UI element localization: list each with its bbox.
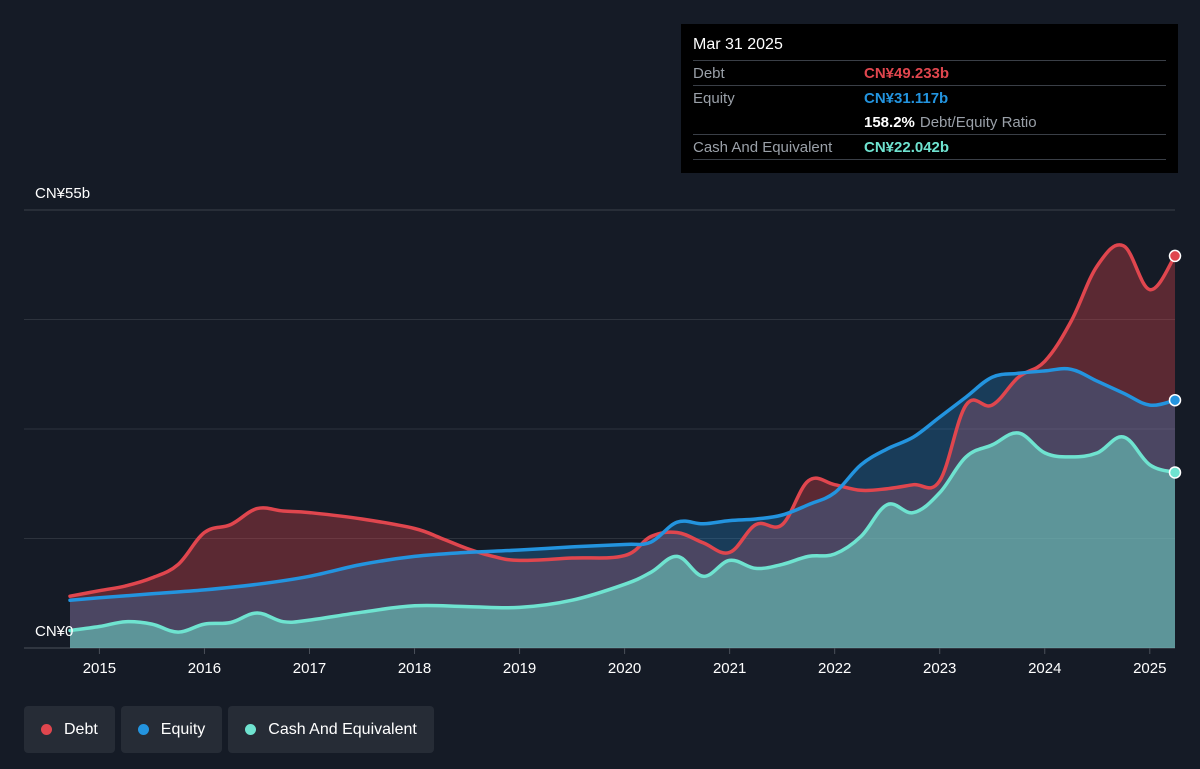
y-axis-top-label: CN¥55b (35, 185, 90, 202)
tooltip-row-equity: Equity CN¥31.117b (693, 85, 1166, 110)
cash-end-dot (1168, 466, 1182, 479)
legend-item-cash[interactable]: Cash And Equivalent (228, 706, 434, 753)
tooltip-equity-label: Equity (693, 89, 735, 107)
cash-line (68, 431, 1177, 634)
x-tick-label-2022: 2022 (818, 660, 851, 677)
tooltip-cash-label: Cash And Equivalent (693, 138, 833, 156)
tooltip-panel: Mar 31 2025 Debt CN¥49.233b Equity CN¥31… (681, 24, 1178, 173)
x-tick-label-2023: 2023 (923, 660, 956, 677)
legend-item-debt[interactable]: Debt (24, 706, 115, 753)
legend-cash-label: Cash And Equivalent (268, 720, 417, 738)
legend-debt-dot-icon (41, 724, 52, 735)
debt-end-dot (1168, 249, 1182, 263)
x-tick-label-2017: 2017 (293, 660, 326, 677)
tooltip-debt-value: CN¥49.233b (864, 64, 950, 82)
tooltip-cash-value: CN¥22.042b (864, 138, 950, 156)
tooltip-row-debt: Debt CN¥49.233b (693, 60, 1166, 85)
legend-item-equity[interactable]: Equity (120, 706, 223, 753)
tooltip-ratio-value: 158.2% (864, 113, 915, 131)
tooltip-row-cash: Cash And Equivalent CN¥22.042b (693, 134, 1166, 160)
x-tick-label-2018: 2018 (398, 660, 431, 677)
x-tick-label-2021: 2021 (713, 660, 746, 677)
legend-equity-label: Equity (160, 720, 206, 738)
equity-end-dot (1168, 393, 1182, 407)
debt-line (68, 243, 1177, 598)
x-tick-label-2016: 2016 (188, 660, 221, 677)
x-tick-label-2024: 2024 (1028, 660, 1061, 677)
x-tick-label-2025: 2025 (1133, 660, 1166, 677)
tooltip-ratio-label: Debt/Equity Ratio (919, 113, 1037, 131)
legend-equity-dot-icon (137, 724, 149, 735)
equity-line (68, 366, 1177, 602)
legend-cash-dot-icon (245, 724, 257, 735)
cash-area (70, 432, 1175, 648)
x-tick-label-2015: 2015 (83, 660, 116, 677)
y-axis-zero-label: CN¥0 (35, 623, 73, 640)
legend-debt-label: Debt (64, 720, 98, 738)
tooltip-equity-value: CN¥31.117b (864, 89, 949, 107)
tooltip-row-ratio: 158.2% Debt/Equity Ratio (693, 110, 1166, 134)
chart-legend: Debt Equity Cash And Equivalent (24, 706, 434, 753)
x-tick-label-2019: 2019 (503, 660, 536, 677)
tooltip-date: Mar 31 2025 (693, 36, 783, 53)
tooltip-debt-label: Debt (693, 64, 725, 82)
x-tick-label-2020: 2020 (608, 660, 641, 677)
